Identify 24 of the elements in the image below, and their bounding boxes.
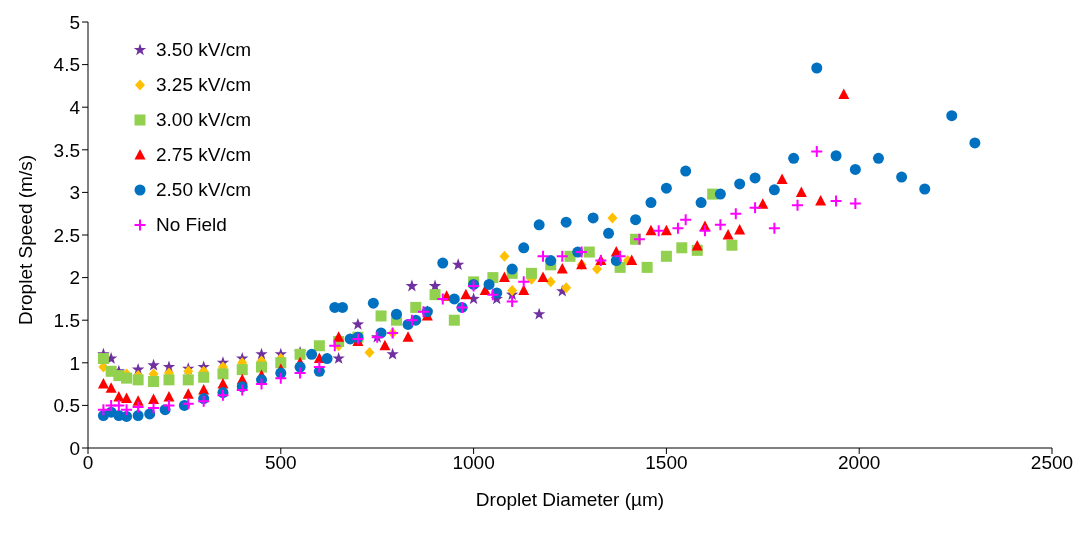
x-axis-title: Droplet Diameter (µm) [475, 489, 665, 510]
legend-label: 2.50 kV/cm [156, 178, 252, 201]
y-axis-title: Droplet Speed (m/s) [14, 154, 36, 325]
x-tick-label: 2000 [838, 452, 881, 474]
x-tick-label: 2500 [1030, 452, 1074, 474]
legend-label: 3.50 kV/cm [156, 38, 252, 61]
x-tick-label: 1000 [452, 452, 495, 474]
y-tick-label: 4.5 [53, 54, 80, 76]
x-tick-label: 500 [264, 452, 297, 474]
x-tick-label: 1500 [645, 452, 688, 474]
y-tick-label: 2 [69, 267, 80, 289]
y-tick-label: 2.5 [53, 224, 80, 246]
y-tick-label: 0.5 [53, 395, 80, 417]
y-tick-label: 1 [69, 352, 80, 374]
legend-label: 2.75 kV/cm [156, 143, 252, 166]
legend-label: No Field [156, 213, 227, 236]
y-tick-label: 3 [69, 182, 80, 204]
y-tick-label: 1.5 [53, 309, 80, 331]
legend-label: 3.00 kV/cm [156, 108, 252, 131]
legend-label: 3.25 kV/cm [156, 73, 252, 96]
y-tick-label: 3.5 [53, 139, 80, 161]
y-tick-label: 4 [69, 96, 81, 118]
y-tick-label: 5 [69, 11, 80, 33]
y-tick-label: 0 [69, 437, 80, 459]
